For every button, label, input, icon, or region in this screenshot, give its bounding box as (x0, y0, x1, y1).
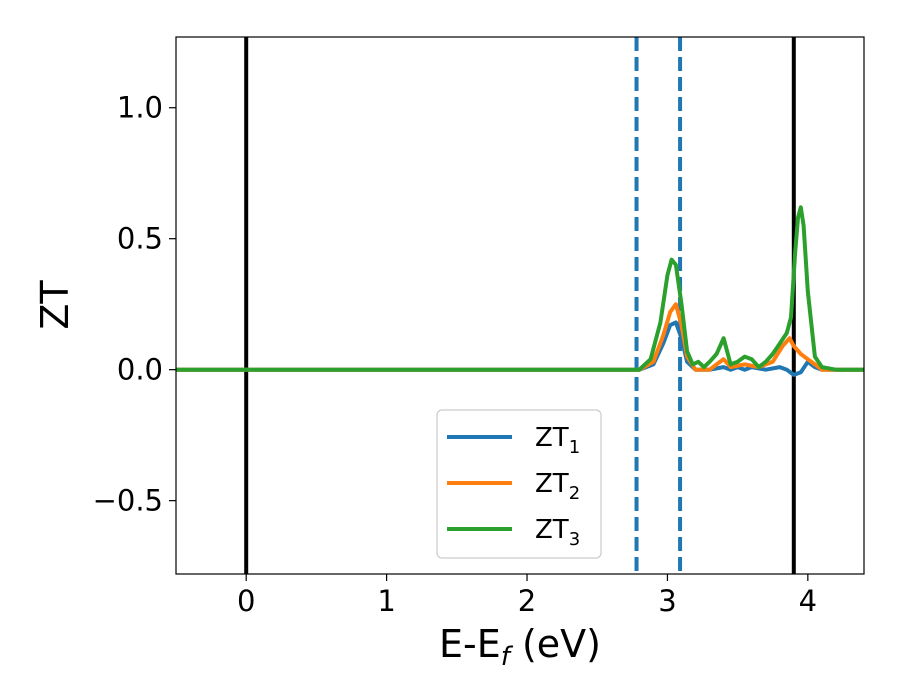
legend-label-zt1: ZT1 (535, 423, 580, 458)
x-tick-label: 3 (658, 584, 676, 618)
x-tick-label: 4 (799, 584, 817, 618)
legend-label-zt3: ZT3 (535, 515, 580, 550)
legend-label-zt2: ZT2 (535, 469, 580, 504)
x-tick-label: 1 (377, 584, 395, 618)
x-axis-label-main: E-E (439, 622, 501, 666)
y-axis-ticks: −0.5 0.0 0.5 1.0 (93, 91, 176, 518)
x-tick-label: 0 (237, 584, 255, 618)
x-axis-label-units: (eV) (510, 622, 601, 666)
series-line-zt2 (176, 302, 864, 372)
plot-frame (175, 36, 865, 575)
y-axis-label: ZT (33, 280, 77, 330)
x-axis-ticks: 0 1 2 3 4 (237, 574, 817, 618)
legend-frame (436, 409, 602, 559)
y-tick-label: 1.0 (117, 91, 163, 125)
x-tick-label: 2 (518, 584, 536, 618)
legend: ZT1 ZT2 ZT3 (436, 409, 602, 559)
y-tick-label: −0.5 (93, 484, 163, 518)
series-lines (176, 205, 864, 377)
y-tick-label: 0.5 (117, 222, 163, 256)
y-tick-label: 0.0 (117, 353, 163, 387)
series-line-zt3 (176, 205, 864, 372)
x-axis-label: E-Ef (eV) (439, 622, 601, 672)
